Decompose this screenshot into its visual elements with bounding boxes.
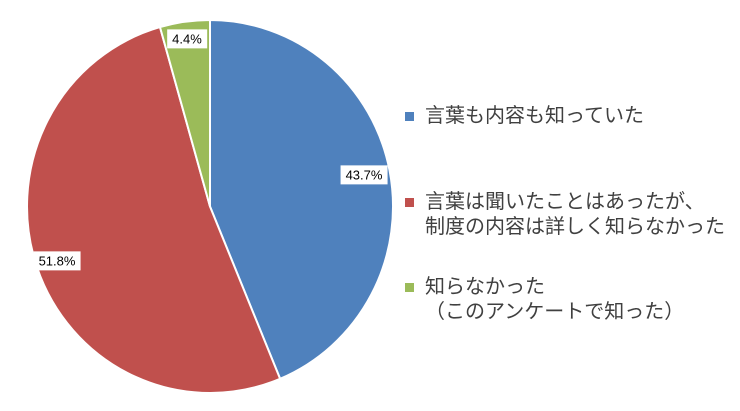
legend-label-2-line-1: 言葉は聞いたことはあったが、: [425, 191, 705, 213]
legend-label-3-line-2: （このアンケートで知った）: [425, 301, 685, 323]
legend-item-3: 知らなかった （このアンケートで知った）: [405, 275, 684, 325]
data-label-2: 51.8%: [33, 251, 81, 271]
legend-label-1: 言葉も内容も知っていた: [425, 104, 644, 129]
legend-label-2: 言葉は聞いたことはあったが、 制度の内容は詳しく知らなかった: [425, 190, 725, 240]
legend-item-1: 言葉も内容も知っていた: [405, 104, 644, 129]
pie-slice-1: [209, 19, 394, 380]
legend-label-3-line-1: 知らなかった: [425, 276, 545, 298]
legend-label-3: 知らなかった （このアンケートで知った）: [425, 275, 684, 325]
legend-marker-3: [405, 283, 414, 292]
legend-marker-2: [405, 198, 414, 207]
legend-label-1-line-1: 言葉も内容も知っていた: [425, 105, 644, 127]
legend-label-2-line-2: 制度の内容は詳しく知らなかった: [425, 216, 725, 238]
data-label-3: 4.4%: [167, 29, 207, 49]
legend-item-2: 言葉は聞いたことはあったが、 制度の内容は詳しく知らなかった: [405, 190, 725, 240]
legend-marker-1: [405, 112, 414, 121]
data-label-1: 43.7%: [340, 165, 388, 185]
pie-slice-3: [159, 19, 211, 208]
